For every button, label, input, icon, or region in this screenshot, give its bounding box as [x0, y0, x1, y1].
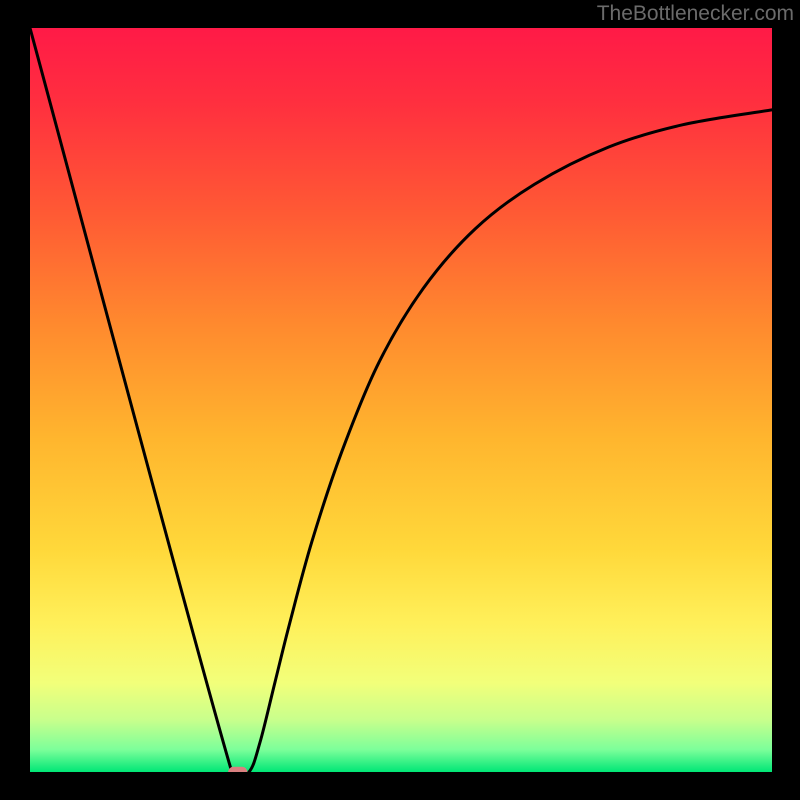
chart-container: TheBottlenecker.com	[0, 0, 800, 800]
bottleneck-curve	[30, 28, 772, 772]
plot-area	[30, 28, 772, 772]
watermark-text: TheBottlenecker.com	[597, 2, 794, 26]
curve-layer	[30, 28, 772, 772]
min-marker	[228, 767, 247, 772]
